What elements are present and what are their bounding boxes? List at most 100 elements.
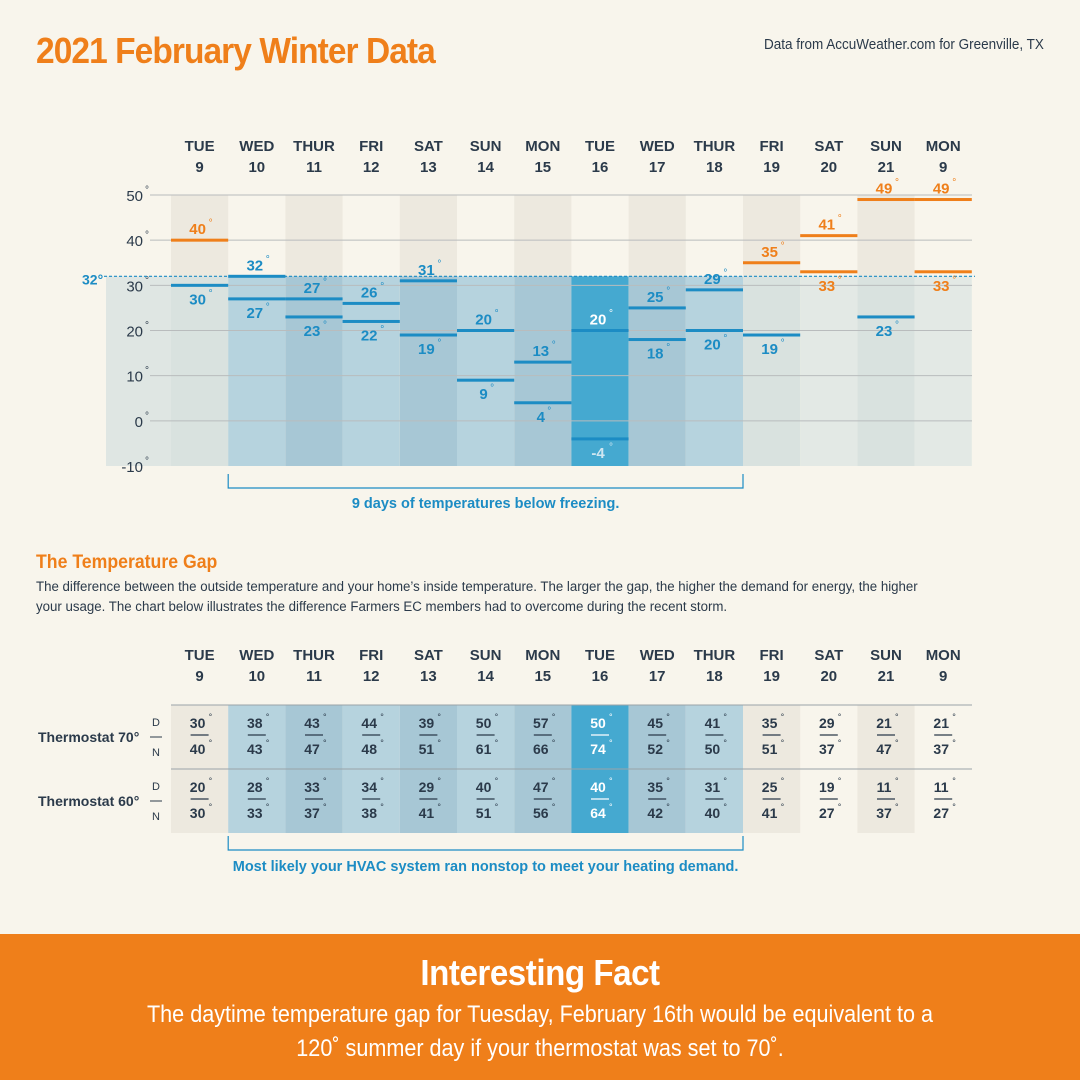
low-temp-label: 19 [418,341,435,358]
degree-symbol: ° [323,277,327,288]
degree-symbol: ° [380,776,384,786]
y-tick-label: -10 [121,459,143,476]
hvac-bracket [227,836,744,851]
day-gap-value: 38 [247,715,263,731]
gap-date-header: 15 [534,668,551,685]
low-temp-bar [399,333,457,337]
below-freezing-cell [342,276,400,466]
day-gap-value: 21 [933,715,949,731]
day-header: SUN [870,138,902,155]
degree-symbol: ° [552,712,556,722]
high-temp-bar [285,297,343,301]
gap-date-header: 21 [878,668,895,685]
degree-symbol: ° [609,442,613,453]
low-temp-bar [685,329,743,332]
day-header: MON [525,138,560,155]
low-temp-label: 27 [246,305,263,322]
degree-symbol: ° [609,309,613,320]
high-temp-bar [685,288,743,292]
gap-day-header: TUE [585,647,615,664]
high-temp-label: 41 [818,217,835,234]
day-header: SAT [814,138,843,155]
freezing-reference-label: 32° [82,271,103,287]
high-temp-label: 40 [189,221,206,238]
date-header: 17 [649,159,666,176]
gap-day-header: MON [525,647,560,664]
night-gap-value: 51 [762,741,778,757]
night-gap-value: 37 [819,741,835,757]
day-gap-value: 11 [877,779,892,795]
degree-symbol: ° [209,738,213,748]
degree-symbol: ° [437,338,441,349]
high-temp-label: 49 [933,181,950,198]
degree-symbol: ° [609,776,613,786]
night-gap-value: 74 [590,741,606,757]
degree-symbol: ° [323,712,327,722]
thermostat-row-label: Thermostat 60° [38,793,139,809]
degree-symbol: ° [952,275,956,286]
low-temp-label: 18 [647,346,664,363]
gap-day-header: THUR [694,647,736,664]
gap-date-header: 10 [248,668,265,685]
degree-symbol: ° [380,738,384,748]
night-gap-value: 43 [247,741,263,757]
degree-symbol: ° [723,712,727,722]
day-header: WED [239,138,274,155]
below-freezing-cell [857,276,915,466]
day-gap-value: 47 [533,779,549,795]
gap-day-header: WED [239,647,274,664]
degree-symbol: ° [723,802,727,812]
below-freezing-cell [457,276,515,466]
night-gap-value: 66 [533,741,549,757]
night-gap-value: 41 [762,805,778,821]
degree-symbol: ° [838,712,842,722]
hvac-annotation: Most likely your HVAC system ran nonstop… [233,859,739,875]
data-source-note: Data from AccuWeather.com for Greenville… [764,37,1044,53]
high-temp-bar [743,261,801,265]
below-freezing-cell [171,276,229,466]
degree-symbol: ° [145,411,149,422]
low-temp-bar [857,315,915,319]
interesting-fact-banner: Interesting Fact The daytime temperature… [0,934,1080,1080]
day-gap-value: 41 [705,715,721,731]
degree-symbol: ° [323,738,327,748]
high-temp-bar [628,306,686,310]
day-gap-value: 34 [361,779,377,795]
night-gap-value: 27 [819,805,835,821]
day-gap-value: 50 [476,715,492,731]
date-header: 12 [363,159,380,176]
degree-symbol: ° [723,738,727,748]
day-gap-value: 39 [419,715,435,731]
degree-symbol: ° [437,738,441,748]
y-tick-label: 40 [126,233,143,250]
degree-symbol: ° [145,275,149,286]
day-header: SUN [470,138,502,155]
high-temp-label: 29 [704,271,721,288]
degree-symbol: ° [437,776,441,786]
day-header: FRI [760,138,784,155]
day-gap-value: 33 [304,779,320,795]
degree-symbol: ° [838,802,842,812]
degree-symbol: ° [895,738,899,748]
degree-symbol: ° [838,275,842,286]
degree-symbol: ° [552,776,556,786]
date-header: 15 [534,159,551,176]
degree-symbol: ° [895,802,899,812]
degree-symbol: ° [666,286,670,297]
low-temp-bar [743,333,801,337]
gap-date-header: 11 [306,668,322,685]
day-gap-value: 20 [190,779,206,795]
day-row-marker: D [152,781,160,793]
day-gap-value: 44 [361,715,377,731]
day-gap-value: 57 [533,715,549,731]
night-gap-value: 52 [647,741,663,757]
degree-symbol: ° [209,776,213,786]
degree-symbol: ° [952,178,956,189]
high-temp-label: 35 [761,244,778,261]
degree-symbol: ° [437,802,441,812]
night-gap-value: 37 [933,741,949,757]
degree-symbol: ° [723,776,727,786]
degree-symbol: ° [209,712,213,722]
low-temp-bar [171,283,229,287]
degree-symbol: ° [666,738,670,748]
